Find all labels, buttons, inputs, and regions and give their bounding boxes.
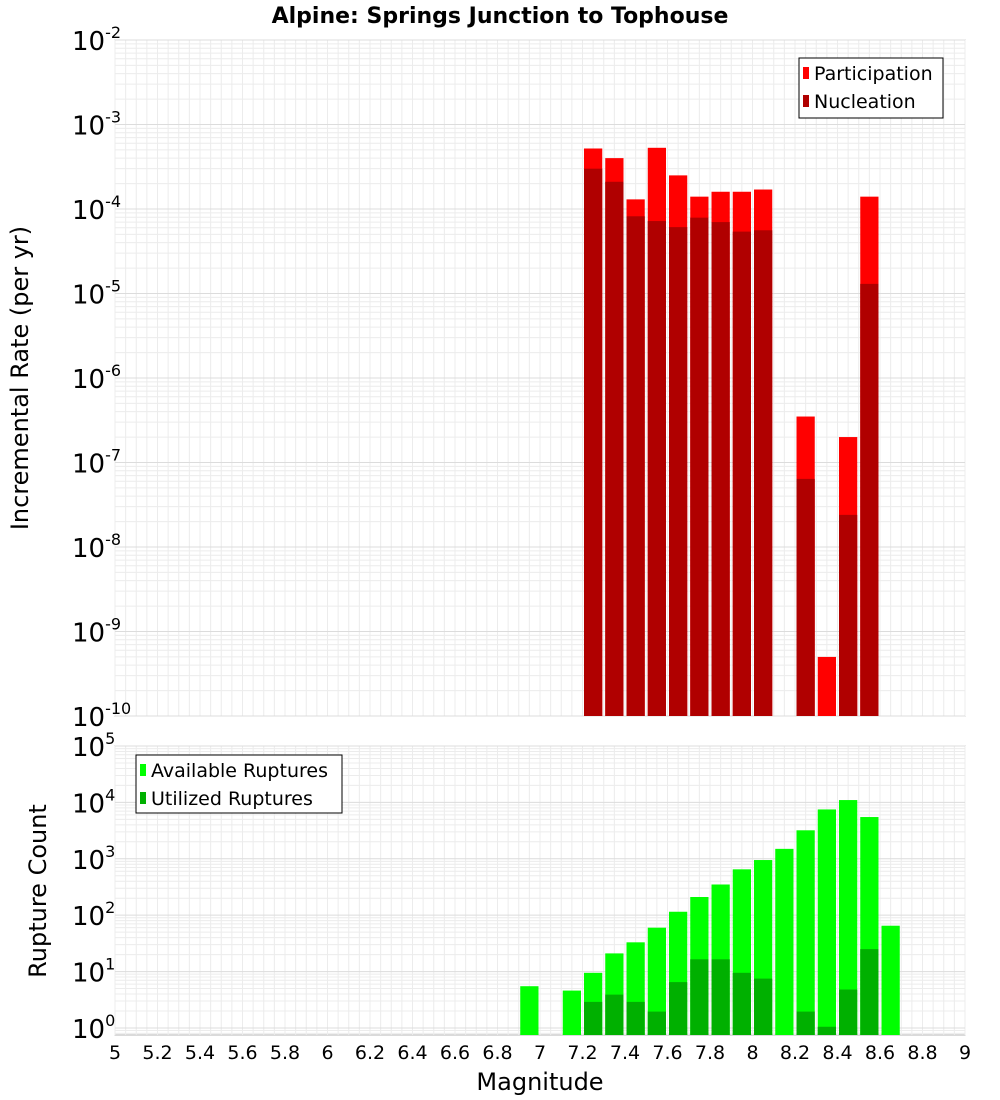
top-bar-nucleation-8 xyxy=(754,230,773,716)
bottom-y-tick-label: 102 xyxy=(72,898,115,932)
bottom-panel: 105 104 103 102 101 100 5 5.2 5.4 5.6 5.8 6 6.2 6.4 6… xyxy=(24,729,971,1096)
top-legend-box xyxy=(798,57,944,119)
top-y-tick-label: 10-7 xyxy=(72,446,121,480)
bottom-bar-utilized-ruptures-4 xyxy=(669,982,688,1035)
top-y-axis-title: Incremental Rate (per yr) xyxy=(6,226,34,530)
bottom-bar-utilized-ruptures-6 xyxy=(711,959,730,1035)
bottom-legend: Available Ruptures Utilized Ruptures xyxy=(135,754,343,814)
x-tick-label: 5.2 xyxy=(142,1042,172,1064)
top-bars xyxy=(584,147,879,717)
x-tick-label: 7.2 xyxy=(567,1042,597,1064)
bottom-y-tick-label: 101 xyxy=(72,955,115,989)
legend-swatch-nucleation xyxy=(803,95,809,107)
x-tick-label: 5.8 xyxy=(270,1042,300,1064)
x-tick-label: 7.6 xyxy=(652,1042,682,1064)
bottom-bar-utilized-ruptures-5 xyxy=(690,959,709,1035)
bottom-bar-utilized-ruptures-7 xyxy=(732,972,751,1035)
top-bar-nucleation-4 xyxy=(669,227,688,716)
top-bar-nucleation-0 xyxy=(584,168,603,717)
top-bar-nucleation-6 xyxy=(711,222,730,716)
bottom-bar-available-ruptures-11 xyxy=(775,848,794,1035)
top-bar-nucleation-2 xyxy=(626,216,645,717)
bottom-bar-utilized-ruptures-9 xyxy=(796,1011,815,1035)
legend-swatch-available xyxy=(140,764,146,776)
top-y-tick-label: 10-3 xyxy=(72,108,121,142)
top-grid xyxy=(114,39,966,717)
x-tick-label: 6 xyxy=(321,1042,333,1064)
top-y-tick-label: 10-8 xyxy=(72,530,121,564)
bottom-bar-utilized-ruptures-8 xyxy=(754,978,773,1035)
x-tick-label: 7.8 xyxy=(695,1042,725,1064)
x-tick-label: 5.6 xyxy=(227,1042,257,1064)
top-y-tick-label: 10-2 xyxy=(72,23,121,57)
bottom-y-tick-label: 104 xyxy=(72,785,115,819)
top-y-tick-label: 10-10 xyxy=(72,699,131,733)
top-bar-nucleation-1 xyxy=(605,181,624,717)
bottom-bar-available-ruptures-0 xyxy=(520,986,539,1035)
x-tick-label: 6.4 xyxy=(397,1042,427,1064)
bottom-bar-available-ruptures-13 xyxy=(817,809,836,1035)
bottom-y-tick-label: 105 xyxy=(72,729,115,763)
x-tick-label: 8.2 xyxy=(780,1042,810,1064)
legend-swatch-participation xyxy=(803,67,809,79)
top-bar-nucleation-10 xyxy=(839,514,858,716)
bottom-bar-utilized-ruptures-2 xyxy=(626,1001,645,1035)
x-tick-label: 8.4 xyxy=(822,1042,852,1064)
bottom-y-tick-label: 100 xyxy=(72,1011,115,1045)
top-y-tick-label: 10-4 xyxy=(72,192,121,226)
x-tick-label: 6.6 xyxy=(440,1042,470,1064)
bottom-bar-utilized-ruptures-1 xyxy=(605,994,624,1035)
top-bar-nucleation-11 xyxy=(860,283,879,716)
bottom-bar-available-ruptures-16 xyxy=(881,925,900,1035)
x-tick-label: 9 xyxy=(959,1042,971,1064)
bottom-y-axis-title: Rupture Count xyxy=(24,804,52,978)
x-tick-label: 8 xyxy=(746,1042,758,1064)
bottom-bars xyxy=(520,800,900,1035)
legend-label-participation: Participation xyxy=(814,63,933,85)
legend-label-nucleation: Nucleation xyxy=(814,91,916,113)
top-bar-nucleation-9 xyxy=(796,478,815,716)
bottom-bar-available-ruptures-5 xyxy=(647,927,666,1035)
bottom-bar-utilized-ruptures-3 xyxy=(647,1011,666,1035)
top-bar-nucleation-7 xyxy=(732,231,751,716)
legend-label-utilized: Utilized Ruptures xyxy=(151,788,313,810)
x-tick-label: 7.4 xyxy=(610,1042,640,1064)
bottom-y-tick-label: 103 xyxy=(72,842,115,876)
x-tick-label: 6.8 xyxy=(482,1042,512,1064)
bottom-bar-utilized-ruptures-11 xyxy=(839,989,858,1035)
x-tick-label: 7 xyxy=(534,1042,546,1064)
bottom-y-ticks: 105 104 103 102 101 100 xyxy=(72,729,115,1045)
bottom-bar-utilized-ruptures-0 xyxy=(584,1001,603,1035)
top-y-tick-label: 10-9 xyxy=(72,615,121,649)
top-panel: 10-2 10-3 10-4 10-5 10-6 10-7 10-8 10-9 10-10 In… xyxy=(6,23,966,733)
top-bar-nucleation-3 xyxy=(647,221,666,716)
top-bar-nucleation-5 xyxy=(690,217,709,716)
chart-title: Alpine: Springs Junction to Tophouse xyxy=(272,4,729,29)
x-tick-label: 6.2 xyxy=(355,1042,385,1064)
top-bar-participation-10 xyxy=(817,656,836,716)
x-tick-label: 8.8 xyxy=(907,1042,937,1064)
bottom-legend-box xyxy=(135,754,343,814)
legend-label-available: Available Ruptures xyxy=(151,760,328,782)
top-legend: Participation Nucleation xyxy=(798,57,944,119)
x-tick-label: 5.4 xyxy=(185,1042,215,1064)
x-ticks: 5 5.2 5.4 5.6 5.8 6 6.2 6.4 6.6 6.8 7 7.2 7.4 7.6 7.8 8… xyxy=(109,1042,971,1064)
top-y-ticks: 10-2 10-3 10-4 10-5 10-6 10-7 10-8 10-9 10-10 xyxy=(72,23,131,733)
bottom-bar-available-ruptures-1 xyxy=(562,990,581,1035)
bottom-bar-available-ruptures-14 xyxy=(839,800,858,1035)
legend-swatch-utilized xyxy=(140,792,146,804)
x-tick-label: 5 xyxy=(109,1042,121,1064)
x-tick-label: 8.6 xyxy=(865,1042,895,1064)
top-y-tick-label: 10-6 xyxy=(72,361,121,395)
x-axis-title: Magnitude xyxy=(476,1068,603,1096)
bottom-bar-available-ruptures-12 xyxy=(796,830,815,1035)
bottom-bar-utilized-ruptures-10 xyxy=(817,1026,836,1035)
top-y-tick-label: 10-5 xyxy=(72,277,121,311)
bottom-bar-utilized-ruptures-12 xyxy=(860,949,879,1035)
